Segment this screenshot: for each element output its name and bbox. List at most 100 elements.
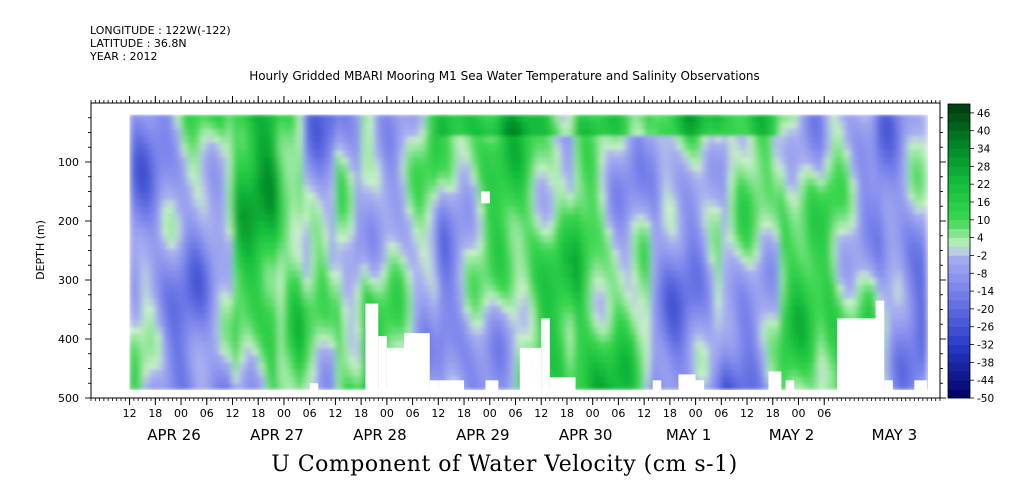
heatmap-cell [663,305,671,314]
heatmap-cell [148,114,156,123]
heatmap-cell [830,348,838,357]
heatmap-cell [438,284,446,293]
heatmap-cell [740,277,748,286]
heatmap-cell [702,164,710,173]
heatmap-cell [142,143,150,151]
heatmap-cell [650,228,658,236]
heatmap-cell [271,114,279,123]
heatmap-cell [451,235,459,243]
heatmap-cell [624,277,632,286]
heatmap-cell [444,320,452,328]
heatmap-cell [547,284,555,293]
heatmap-cell [341,157,349,165]
heatmap-cell [837,277,845,286]
heatmap-cell [393,185,401,194]
heatmap-cell [747,213,755,222]
heatmap-cell [547,277,555,286]
heatmap-cell [316,298,324,307]
heatmap-cell [136,121,144,130]
heatmap-cell [869,263,877,272]
heatmap-cell [193,143,201,151]
heatmap-cell [624,136,632,144]
heatmap-cell [798,291,806,300]
heatmap-cell [534,305,542,314]
heatmap-cell [682,164,690,173]
heatmap-cell [161,206,169,215]
heatmap-cell [695,242,703,250]
heatmap-cell [200,199,208,208]
heatmap-cell [541,178,549,187]
heatmap-cell [702,291,710,300]
heatmap-cell [290,121,298,130]
heatmap-cell [650,305,658,314]
heatmap-cell [296,355,304,364]
heatmap-cell [303,121,311,130]
heatmap-cell [669,341,677,350]
heatmap-cell [322,235,330,243]
heatmap-cell [830,362,838,371]
heatmap-cell [431,242,439,250]
heatmap-cell [798,327,806,335]
heatmap-cell [798,334,806,342]
heatmap-cell [676,313,684,321]
heatmap-cell [328,362,337,371]
heatmap-cell [579,348,587,357]
heatmap-cell [509,277,517,286]
heatmap-cell [142,277,150,286]
heatmap-cell [361,206,369,215]
heatmap-cell [451,334,459,342]
heatmap-cell [380,185,388,194]
heatmap-cell [740,221,748,229]
heatmap-cell [766,213,774,222]
heatmap-cell [148,206,156,215]
heatmap-cell [695,213,703,222]
heatmap-cell [496,192,504,201]
heatmap-cell [779,213,787,222]
heatmap-cell [804,327,812,335]
heatmap-cell [464,242,472,250]
heatmap-cell [509,334,517,342]
heatmap-cell [245,383,253,390]
heatmap-cell [727,355,735,364]
heatmap-cell [258,150,266,158]
heatmap-cell [759,383,767,390]
heatmap-cell [663,362,671,371]
heatmap-cell [560,114,568,123]
heatmap-cell [341,277,349,286]
heatmap-cell [785,263,793,272]
heatmap-cell [541,313,549,321]
heatmap-cell [824,334,832,342]
heatmap-cell [348,277,356,286]
heatmap-cell [219,341,227,350]
heatmap-cell [187,213,195,222]
heatmap-cell [238,221,246,229]
heatmap-cell [464,284,472,293]
heatmap-cell [618,341,626,350]
heatmap-cell [129,128,137,137]
heatmap-cell [361,284,369,293]
heatmap-cell [637,341,645,350]
heatmap-cell [406,164,414,173]
heatmap-cell [502,334,510,342]
heatmap-cell [328,221,337,229]
heatmap-cell [560,128,568,137]
heatmap-cell [341,178,349,187]
heatmap-cell [277,221,285,229]
heatmap-cell [206,171,214,180]
heatmap-cell [689,313,697,321]
heatmap-cell [689,256,697,265]
heatmap-cell [753,341,761,350]
heatmap-cell [142,235,150,243]
heatmap-cell [586,320,594,328]
heatmap-cell [714,263,722,272]
heatmap-cell [759,305,767,314]
heatmap-cell [599,150,607,158]
heatmap-cell [759,199,767,208]
heatmap-cell [811,383,819,390]
heatmap-cell [341,320,349,328]
heatmap-cell [277,249,285,257]
heatmap-cell [348,362,356,371]
heatmap-cell [129,291,137,300]
heatmap-cell [174,334,182,342]
heatmap-cell [277,171,285,180]
